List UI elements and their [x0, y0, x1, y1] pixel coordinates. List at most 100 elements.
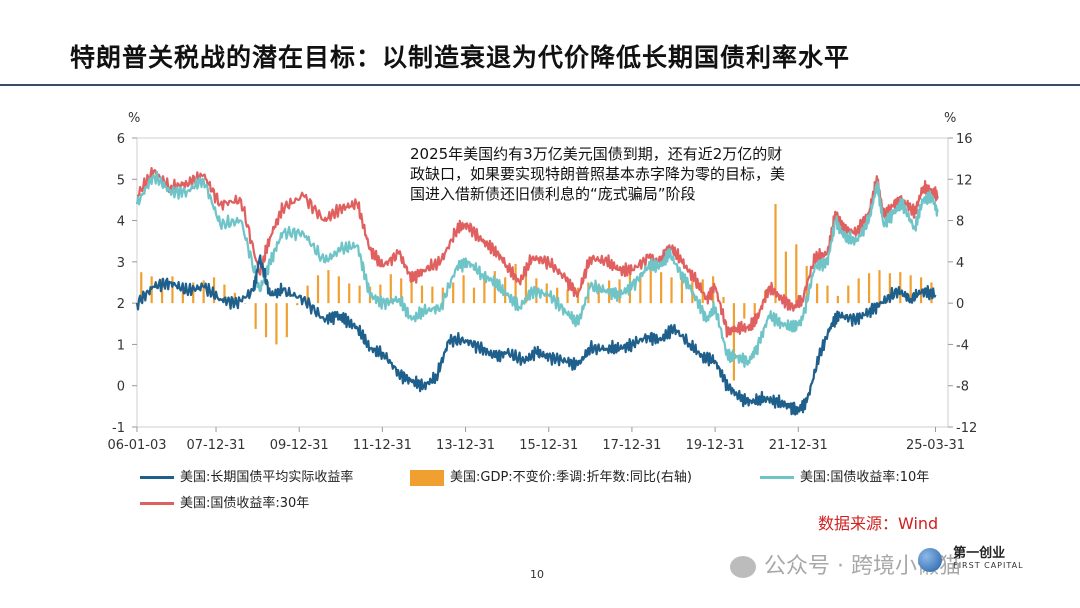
gdp-bar	[847, 285, 850, 304]
gdp-bar	[140, 272, 143, 304]
gdp-bar	[660, 272, 663, 304]
gdp-bar	[888, 273, 891, 304]
logo-english: FIRST CAPITAL	[953, 561, 1024, 570]
left-tick-label: 5	[117, 173, 125, 188]
x-tick-label: 06-01-03	[107, 438, 166, 453]
gdp-bar	[514, 263, 517, 304]
legend-swatch-real-yield	[140, 476, 174, 479]
title-divider	[0, 84, 1080, 86]
legend-label-10y: 美国:国债收益率:10年	[800, 470, 930, 485]
gdp-bar	[722, 296, 725, 304]
logo-name: 第一创业	[953, 546, 1006, 561]
gdp-bar	[275, 303, 278, 345]
gdp-bar	[327, 270, 330, 304]
gdp-bar	[815, 283, 819, 304]
gdp-bar	[337, 276, 340, 304]
legend-swatch-gdp	[410, 469, 444, 486]
gdp-bar	[472, 287, 476, 304]
gdp-bar	[358, 285, 361, 304]
gdp-bar	[254, 303, 257, 329]
x-tick-label: 09-12-31	[270, 438, 329, 453]
gdp-bar	[223, 284, 226, 304]
gdp-bar	[857, 278, 860, 304]
gdp-bar	[181, 287, 184, 304]
gdp-bar	[784, 251, 787, 304]
gdp-bar	[410, 279, 413, 304]
gdp-bar	[431, 286, 434, 304]
left-tick-label: 2	[117, 297, 125, 312]
company-logo: 第一创业 FIRST CAPITAL	[918, 546, 1024, 572]
gdp-bar	[774, 177, 777, 304]
left-tick-label: 4	[117, 215, 125, 230]
x-tick-label: 21-12-31	[769, 438, 828, 453]
gdp-bar	[867, 273, 871, 304]
legend-item-real-yield: 美国:长期国债平均实际收益率	[140, 466, 353, 485]
right-axis-unit: %	[944, 111, 956, 126]
gdp-bar	[909, 275, 912, 304]
left-tick-label: 6	[117, 132, 125, 147]
gdp-bar	[264, 303, 268, 338]
series-line-y30	[136, 167, 939, 338]
gdp-bar	[597, 283, 600, 304]
gdp-bar	[389, 274, 392, 304]
data-source: 数据来源：Wind	[818, 514, 939, 533]
gdp-bar	[566, 289, 569, 304]
gdp-bar	[296, 303, 299, 306]
gdp-bar	[452, 282, 455, 304]
gdp-bar	[285, 303, 288, 338]
gdp-bar	[795, 244, 798, 304]
series-line-real	[135, 254, 937, 416]
x-tick-label: 17-12-31	[602, 438, 661, 453]
series-line-y10	[135, 170, 939, 368]
legend-item-10y: 美国:国债收益率:10年	[760, 466, 929, 485]
left-tick-label: 3	[117, 256, 125, 271]
right-tick-label: -8	[956, 380, 969, 395]
gdp-bar	[171, 276, 174, 304]
right-tick-label: 16	[956, 132, 973, 147]
gdp-bar	[462, 275, 465, 304]
x-tick-label: 07-12-31	[187, 438, 246, 453]
globe-icon	[918, 548, 942, 572]
gdp-bar	[878, 270, 881, 304]
right-tick-label: 8	[956, 215, 964, 230]
legend-swatch-30y	[140, 502, 174, 505]
right-tick-label: 0	[956, 297, 964, 312]
gdp-bar	[524, 268, 528, 304]
gdp-bar	[753, 303, 756, 315]
gdp-bar	[316, 275, 320, 304]
x-tick-label: 19-12-31	[686, 438, 745, 453]
legend-item-30y: 美国:国债收益率:30年	[140, 492, 309, 511]
gdp-bar	[244, 303, 247, 304]
x-tick-label: 15-12-31	[519, 438, 578, 453]
gdp-bar	[483, 276, 486, 304]
x-tick-label: 13-12-31	[436, 438, 495, 453]
page-title: 特朗普关税战的潜在目标：以制造衰退为代价降低长期国债利率水平	[70, 43, 851, 72]
gdp-bar	[420, 285, 424, 304]
gdp-bar	[192, 282, 195, 304]
gdp-bar	[701, 279, 704, 304]
gdp-bar	[732, 303, 736, 381]
left-tick-label: -1	[112, 421, 125, 436]
left-axis-unit: %	[128, 111, 140, 126]
plot-frame	[136, 137, 949, 428]
gdp-bar	[348, 283, 351, 304]
right-tick-label: -4	[956, 338, 969, 353]
gdp-bar	[680, 279, 684, 304]
legend-label-real-yield: 美国:长期国债平均实际收益率	[180, 470, 354, 485]
gdp-bar	[649, 270, 652, 304]
right-tick-label: -12	[956, 421, 977, 436]
x-tick-label: 11-12-31	[353, 438, 412, 453]
gdp-bar	[306, 285, 309, 304]
gdp-bar	[618, 279, 621, 304]
legend-swatch-10y	[760, 476, 794, 479]
right-tick-label: 4	[956, 256, 964, 271]
left-tick-label: 0	[117, 380, 125, 395]
gdp-bar	[400, 278, 403, 304]
gdp-bar	[743, 303, 746, 319]
gdp-bar	[639, 273, 642, 304]
gdp-bar	[826, 285, 829, 304]
page-number: 10	[530, 568, 544, 581]
left-tick-label: 1	[117, 338, 125, 353]
wechat-icon	[730, 556, 756, 578]
legend-label-30y: 美国:国债收益率:30年	[180, 496, 310, 511]
